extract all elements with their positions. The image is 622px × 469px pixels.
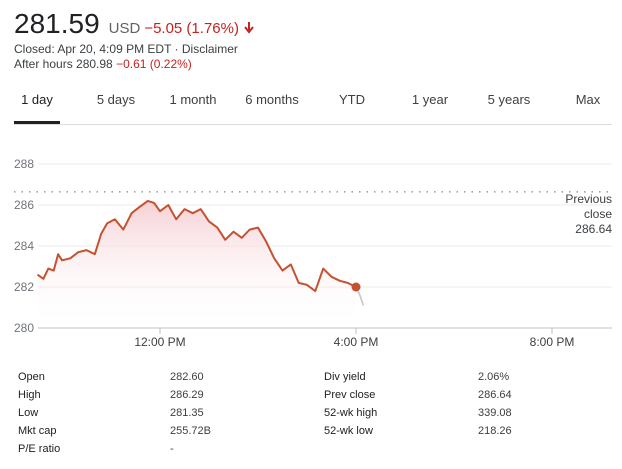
stat-label: Prev close [324, 389, 376, 401]
currency-label: USD [108, 20, 141, 37]
stat-label: Div yield [324, 371, 366, 383]
closed-time: Closed: Apr 20, 4:09 PM EDT [14, 42, 172, 56]
stat-label: High [18, 389, 41, 401]
tabs-divider [14, 124, 612, 125]
stat-label: Open [18, 371, 45, 383]
market-status: Closed: Apr 20, 4:09 PM EDT · Disclaimer [14, 42, 254, 57]
price-line [36, 199, 357, 293]
tab-5-days[interactable]: 5 days [96, 92, 136, 107]
current-price: 281.59 [14, 8, 100, 39]
stat-value: 286.29 [170, 389, 204, 401]
tab-5-years[interactable]: 5 years [487, 92, 531, 107]
stat-value: 282.60 [170, 371, 204, 383]
price-change: −5.05 (1.76%) [144, 20, 239, 37]
separator: · [171, 42, 182, 56]
stat-label: Mkt cap [18, 425, 57, 437]
last-price-dot [351, 282, 361, 292]
price-row: 281.59 USD −5.05 (1.76%) [14, 8, 254, 40]
tab-max[interactable]: Max [575, 92, 601, 107]
stat-value: 2.06% [478, 371, 510, 383]
stat-label: Low [18, 407, 39, 419]
y-tick-label: 288 [14, 157, 34, 171]
x-tick-label: 8:00 PM [530, 335, 575, 349]
stat-value: 255.72B [170, 425, 211, 437]
y-tick-label: 284 [14, 239, 34, 253]
down-arrow-icon [244, 22, 254, 34]
stat-label: 52-wk high [324, 407, 378, 419]
active-tab-indicator [14, 121, 60, 124]
y-tick-label: 282 [14, 280, 34, 294]
x-tick-label: 4:00 PM [334, 335, 379, 349]
price-area-fill [37, 191, 356, 328]
disclaimer-link[interactable]: Disclaimer [181, 42, 238, 56]
stat-value: 339.08 [478, 407, 512, 419]
previous-close-label: close [584, 207, 612, 221]
stat-value: 286.64 [478, 389, 512, 401]
tab-1-month[interactable]: 1 month [169, 92, 217, 107]
stat-value: 281.35 [170, 407, 204, 419]
stat-value: 218.26 [478, 425, 512, 437]
x-tick-label: 12:00 PM [134, 335, 185, 349]
after-hours-change: −0.61 (0.22%) [116, 57, 192, 71]
previous-close-label: Previous [565, 192, 612, 206]
tab-6-months[interactable]: 6 months [245, 92, 299, 107]
y-tick-label: 280 [14, 321, 34, 335]
after-hours-row: After hours 280.98 −0.61 (0.22%) [14, 57, 254, 72]
quote-header: 281.59 USD −5.05 (1.76%) Closed: Apr 20,… [14, 8, 254, 72]
tab-1-day[interactable]: 1 day [21, 92, 53, 107]
tab-1-year[interactable]: 1 year [411, 92, 449, 107]
stat-label: 52-wk low [324, 425, 373, 437]
price-chart: 288 286 284 282 280 12:00 PM 4:00 PM 8:00 PM Pre… [14, 157, 612, 349]
previous-close-label: 286.64 [575, 222, 612, 236]
range-tabs: 1 day 5 days 1 month 6 months YTD 1 year… [0, 80, 622, 124]
after-hours-price: After hours 280.98 [14, 57, 113, 71]
stat-label: P/E ratio [18, 443, 61, 455]
stat-value: - [170, 443, 174, 455]
y-tick-label: 286 [14, 198, 34, 212]
tab-ytd[interactable]: YTD [339, 92, 365, 107]
